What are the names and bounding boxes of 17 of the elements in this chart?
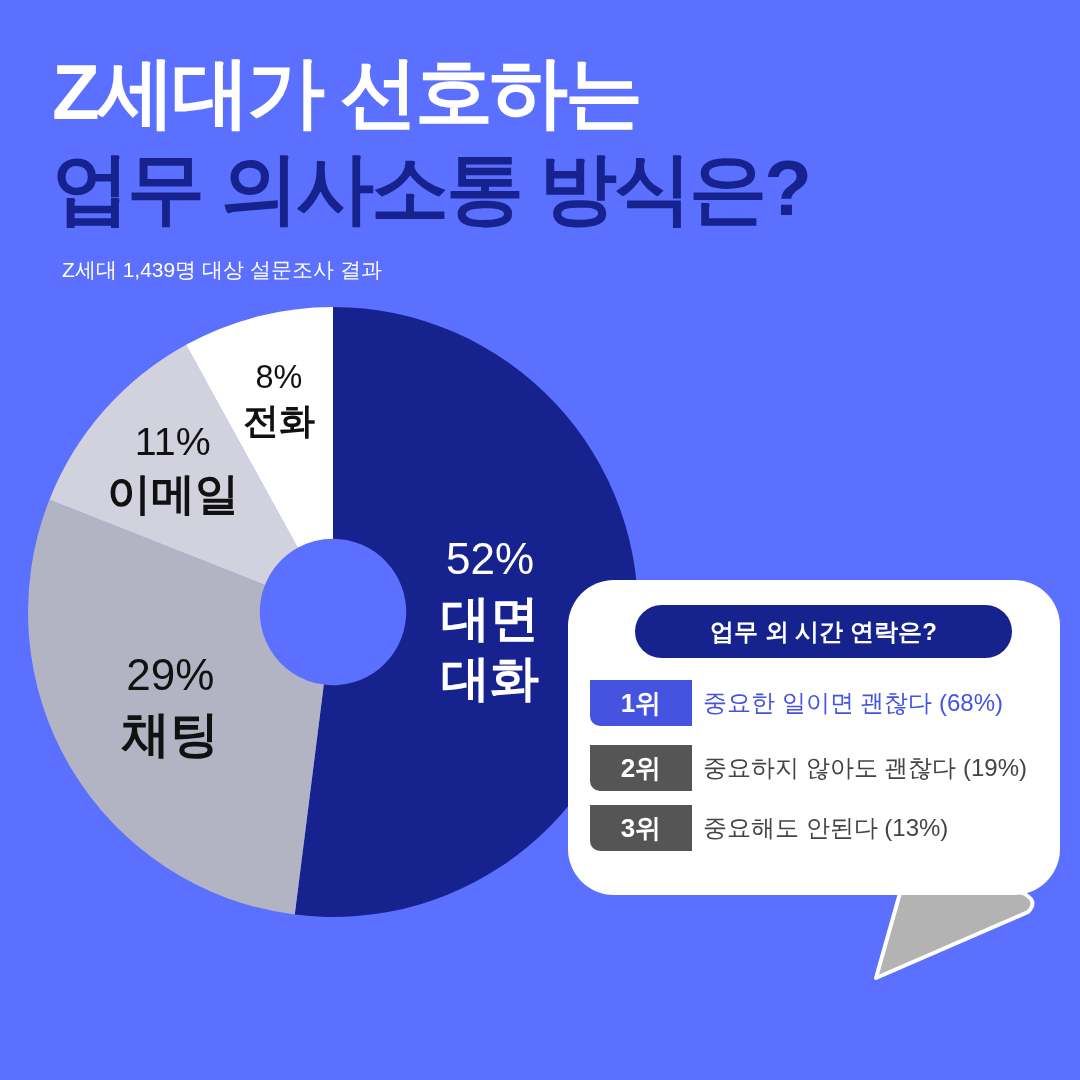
data-label: 29%	[126, 650, 215, 700]
slice-label: 채팅	[121, 706, 220, 762]
text: 중요하지 않아도 괜찮다 (19%)	[703, 753, 1028, 783]
rank-badge: 1위	[590, 680, 692, 726]
data-label: 8%	[255, 358, 303, 395]
chart-title: Z세대가 선호하는 업무 의사소통 방식은?	[52, 48, 809, 232]
slice-label: 이메일	[106, 469, 239, 519]
heading-pill: 업무 외 시간 연락은?	[635, 605, 1012, 658]
rank-badge: 3위	[590, 805, 692, 851]
rank-badge: 2위	[590, 745, 692, 791]
data-label: 52%	[446, 533, 535, 583]
slice-label: 전화	[242, 399, 315, 441]
text: 중요해도 안된다 (13%)	[703, 813, 949, 843]
data-label: 11%	[134, 418, 211, 463]
slice-label: 대면 대화	[441, 590, 540, 706]
chart-subtitle: Z세대 1,439명 대상 설문조사 결과	[62, 257, 382, 283]
text: 중요한 일이면 괜찮다 (68%)	[703, 688, 1004, 718]
